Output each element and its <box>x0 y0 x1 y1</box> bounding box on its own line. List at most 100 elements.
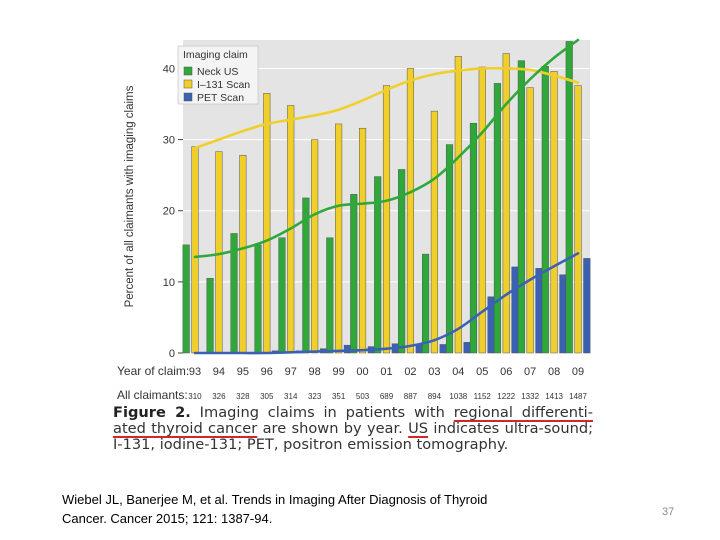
pet-scan-bar <box>583 258 591 354</box>
citation-line-2: Cancer. Cancer 2015; 121: 1387-94. <box>62 511 273 526</box>
i131-scan-bar <box>478 66 486 354</box>
neck-us-bar <box>517 60 525 354</box>
all-claimants-label: All claimants: <box>117 388 188 402</box>
year-of-claim-label: Year of claim: <box>117 364 189 378</box>
claimant-count-label: 1222 <box>497 392 515 401</box>
caption-text-3: indicates ultra-sound; I-131, iodine-131… <box>113 420 594 453</box>
pet-scan-bar <box>439 344 447 354</box>
claimant-count-label: 503 <box>356 392 370 401</box>
x-tick-label: 02 <box>404 366 416 378</box>
y-tick-label: 20 <box>163 206 175 218</box>
i131-scan-bar <box>382 85 391 354</box>
caption-text-2: are shown by year. <box>262 420 403 437</box>
x-tick-label: 94 <box>213 366 225 378</box>
y-axis-label: Percent of all claimants with imaging cl… <box>124 85 136 307</box>
claimant-count-label: 305 <box>260 392 274 401</box>
i131-scan-bar <box>406 68 414 354</box>
x-tick-label: 06 <box>500 366 512 378</box>
claimant-count-label: 894 <box>428 392 442 401</box>
y-tick-label: 30 <box>163 135 175 147</box>
pet-scan-trend-line <box>193 252 580 355</box>
x-tick-label: 09 <box>572 366 584 378</box>
neck-us-bar <box>350 194 358 354</box>
x-tick-label: 07 <box>524 366 536 378</box>
neck-us-bar <box>422 253 430 354</box>
neck-us-bar <box>445 144 454 354</box>
i131-scan-bar <box>335 123 343 354</box>
legend-i131-scan-label: I–131 Scan <box>197 79 250 91</box>
i131-scan-bar <box>550 71 558 354</box>
x-tick-label: 96 <box>261 366 273 378</box>
slide-number: 37 <box>662 506 675 518</box>
x-tick-label: 05 <box>476 366 488 378</box>
y-tick-label: 0 <box>169 348 175 360</box>
legend-neck-us-swatch <box>183 66 193 76</box>
i131-scan-bar <box>359 127 367 354</box>
neck-us-trend-line <box>193 38 580 259</box>
caption-text-1: Imaging claims in patients with <box>199 404 445 421</box>
y-tick-label: 40 <box>163 63 175 75</box>
i131-scan-bar <box>502 53 510 354</box>
neck-us-bar <box>206 278 214 354</box>
claimant-count-label: 1413 <box>545 392 563 401</box>
neck-us-bar <box>541 66 549 354</box>
caption-underlined-3: US <box>408 420 429 437</box>
neck-us-bar <box>278 237 286 354</box>
i131-scan-bar <box>191 146 199 354</box>
i131-scan-bar <box>263 93 271 354</box>
claimant-count-label: 328 <box>236 392 250 401</box>
claimant-count-label: 1152 <box>474 392 492 401</box>
pet-scan-bar <box>559 274 567 354</box>
neck-us-bar <box>469 122 478 354</box>
legend-pet-scan-label: PET Scan <box>197 92 244 104</box>
legend-title: Imaging claim <box>183 49 248 61</box>
claimant-count-label: 887 <box>404 392 418 401</box>
x-tick-label: 03 <box>428 366 440 378</box>
figure-label: Figure 2. <box>113 404 191 421</box>
i131-scan-bar <box>239 154 247 354</box>
i131-scan-bar <box>526 87 534 354</box>
x-tick-label: 95 <box>237 366 249 378</box>
caption-underlined-1: regional differenti- <box>453 404 593 421</box>
i131-scan-bar <box>454 56 462 354</box>
neck-us-bar <box>326 237 334 354</box>
pet-scan-bar <box>511 266 519 354</box>
i131-scan-bar <box>430 110 438 354</box>
claimant-count-label: 1487 <box>569 392 587 401</box>
x-tick-label: 93 <box>189 366 201 378</box>
citation-line-1: Wiebel JL, Banerjee M, et al. Trends in … <box>62 492 488 507</box>
pet-scan-bar <box>463 342 471 354</box>
neck-us-bar <box>493 83 501 354</box>
neck-us-bar <box>182 244 190 354</box>
citation: Wiebel JL, Banerjee M, et al. Trends in … <box>62 490 562 528</box>
i131-scan-bar <box>574 85 582 354</box>
legend-i131-scan-swatch <box>183 79 193 89</box>
x-tick-label: 08 <box>548 366 560 378</box>
x-tick-label: 04 <box>452 366 464 378</box>
x-tick-label: 99 <box>332 366 344 378</box>
claimant-count-label: 1332 <box>521 392 539 401</box>
claimant-count-label: 310 <box>188 392 202 401</box>
i131-scan-bar <box>311 139 319 354</box>
legend-pet-scan-swatch <box>183 92 193 102</box>
claimant-count-label: 314 <box>284 392 298 401</box>
neck-us-bar <box>254 244 262 354</box>
x-tick-label: 97 <box>285 366 297 378</box>
neck-us-bar <box>565 41 573 354</box>
i131-scan-bar <box>215 151 223 354</box>
figure-caption: Figure 2. Imaging claims in patients wit… <box>113 405 593 453</box>
neck-us-bar <box>398 169 406 354</box>
caption-underlined-2: ated thyroid cancer <box>113 420 258 437</box>
x-tick-label: 01 <box>380 366 392 378</box>
pet-scan-bar <box>535 268 543 354</box>
claimant-count-label: 351 <box>332 392 346 401</box>
claimant-count-label: 326 <box>212 392 226 401</box>
claimant-count-label: 323 <box>308 392 322 401</box>
claimant-count-label: 689 <box>380 392 394 401</box>
claimant-count-label: 1038 <box>449 392 467 401</box>
x-tick-label: 00 <box>356 366 368 378</box>
x-tick-label: 98 <box>309 366 321 378</box>
neck-us-bar <box>374 176 382 354</box>
y-tick-label: 10 <box>163 277 175 289</box>
